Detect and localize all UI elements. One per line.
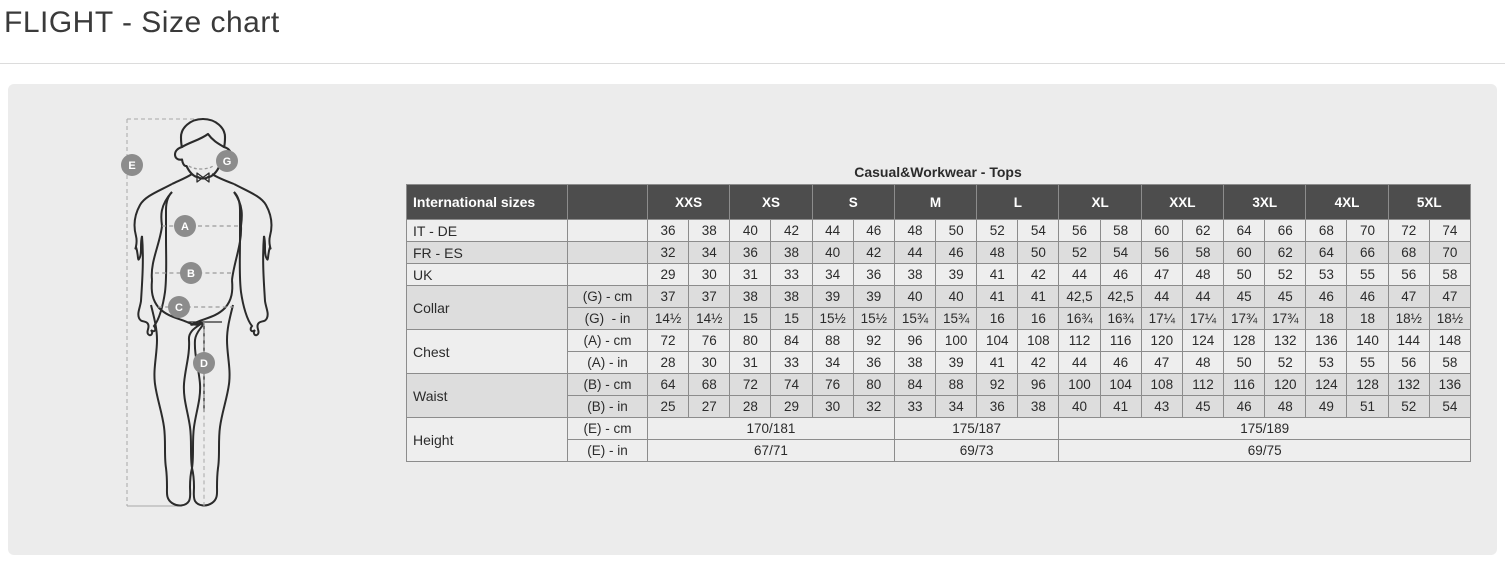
- svg-text:E: E: [128, 160, 135, 172]
- svg-text:A: A: [181, 221, 189, 233]
- svg-text:D: D: [200, 358, 208, 370]
- svg-text:G: G: [223, 156, 232, 168]
- svg-text:B: B: [187, 268, 195, 280]
- svg-text:C: C: [175, 302, 183, 314]
